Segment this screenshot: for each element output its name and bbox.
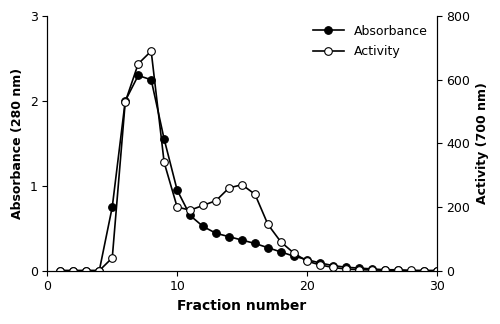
Activity — [278, 240, 284, 244]
Activity — [420, 269, 426, 272]
Absorbance — [356, 266, 362, 270]
Activity — [252, 192, 258, 196]
Activity — [291, 251, 297, 255]
Absorbance — [187, 214, 193, 217]
Activity — [226, 186, 232, 190]
Activity — [368, 268, 374, 272]
Activity — [382, 268, 388, 272]
Line: Activity: Activity — [56, 47, 440, 274]
Activity — [330, 265, 336, 269]
Absorbance — [408, 269, 414, 272]
Absorbance — [84, 269, 89, 272]
Absorbance — [96, 269, 102, 272]
Activity — [200, 203, 206, 207]
Absorbance — [368, 267, 374, 271]
Activity — [110, 256, 116, 260]
Absorbance — [382, 268, 388, 272]
Activity — [343, 267, 349, 271]
Absorbance — [161, 137, 167, 141]
Absorbance — [330, 264, 336, 268]
Activity — [148, 49, 154, 53]
Activity — [58, 269, 64, 272]
Legend: Absorbance, Activity: Absorbance, Activity — [308, 20, 433, 64]
Absorbance — [110, 205, 116, 209]
Absorbance — [226, 235, 232, 238]
Absorbance — [213, 231, 219, 235]
Activity — [394, 268, 400, 272]
Activity — [213, 199, 219, 202]
Activity — [84, 269, 89, 272]
Line: Absorbance: Absorbance — [56, 72, 440, 274]
Absorbance — [135, 74, 141, 77]
Absorbance — [252, 241, 258, 245]
Absorbance — [58, 269, 64, 272]
Activity — [187, 208, 193, 212]
Activity — [135, 62, 141, 66]
Activity — [408, 269, 414, 272]
Activity — [239, 183, 245, 187]
Activity — [356, 268, 362, 272]
Activity — [304, 259, 310, 263]
Absorbance — [317, 261, 323, 265]
Absorbance — [343, 265, 349, 269]
Y-axis label: Absorbance (280 nm): Absorbance (280 nm) — [11, 68, 24, 219]
Y-axis label: Activity (700 nm): Activity (700 nm) — [476, 82, 489, 204]
Absorbance — [200, 225, 206, 228]
X-axis label: Fraction number: Fraction number — [178, 299, 306, 313]
Absorbance — [265, 246, 271, 250]
Activity — [317, 263, 323, 267]
Activity — [174, 205, 180, 209]
Activity — [265, 223, 271, 226]
Absorbance — [70, 269, 76, 272]
Absorbance — [148, 78, 154, 82]
Activity — [434, 269, 440, 272]
Absorbance — [394, 268, 400, 272]
Absorbance — [122, 99, 128, 103]
Activity — [70, 269, 76, 272]
Activity — [122, 100, 128, 104]
Absorbance — [278, 250, 284, 254]
Absorbance — [420, 269, 426, 272]
Absorbance — [174, 188, 180, 192]
Absorbance — [304, 258, 310, 261]
Activity — [161, 160, 167, 164]
Absorbance — [434, 269, 440, 272]
Absorbance — [239, 238, 245, 242]
Absorbance — [291, 254, 297, 258]
Activity — [96, 269, 102, 272]
